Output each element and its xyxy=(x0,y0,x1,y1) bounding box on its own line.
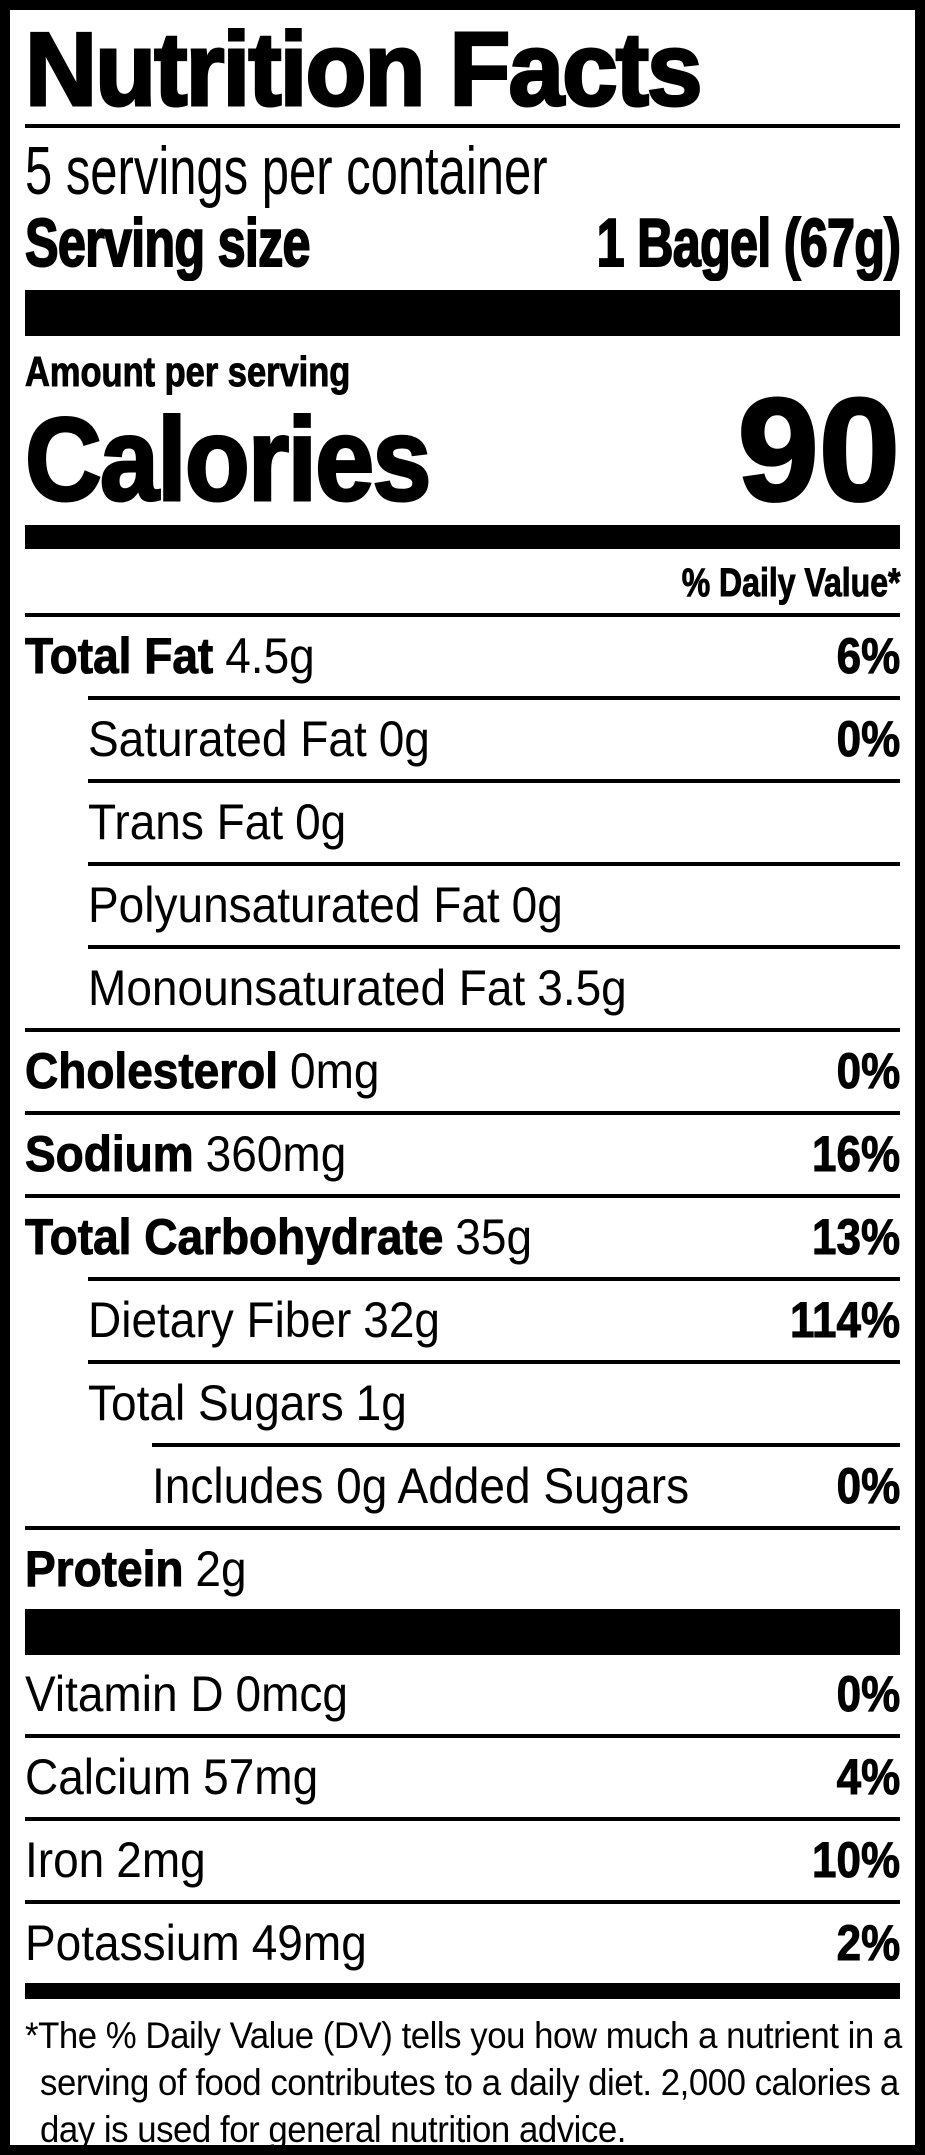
amount-per-serving-text: Amount per serving xyxy=(25,347,351,395)
nutrient-name: Potassium xyxy=(25,1914,240,1971)
nutrient-dv: 16% xyxy=(811,1125,900,1182)
title-divider xyxy=(25,124,900,128)
serving-size-label: Serving size xyxy=(24,205,311,282)
nutrient-row-sodium: Sodium 360mg 16% xyxy=(25,1110,900,1194)
label-title: Nutrition Facts xyxy=(24,12,704,128)
nutrient-name: Iron xyxy=(25,1831,105,1888)
nutrient-dv: 0% xyxy=(836,710,900,767)
nutrient-name: Trans Fat xyxy=(88,793,284,850)
nutrient-amount: 2g xyxy=(195,1540,247,1597)
calories-row: Calories 90 xyxy=(24,367,902,531)
nutrient-amount: 0g xyxy=(378,710,430,767)
nutrient-amount: 0g xyxy=(295,793,347,850)
servings-per-container: 5 servings per container xyxy=(25,133,900,209)
vitamin-row-potassium: Potassium 49mg 2% xyxy=(25,1899,900,1983)
nutrient-row-dietary-fiber: Dietary Fiber 32g 114% xyxy=(88,1276,900,1360)
nutrient-row-monounsaturated-fat: Monounsaturated Fat 3.5g xyxy=(88,944,900,1028)
nutrient-row-total-carbohydrate: Total Carbohydrate 35g 13% xyxy=(25,1193,900,1277)
nutrient-dv: 13% xyxy=(811,1208,900,1265)
servings-text: 5 servings per container xyxy=(25,133,548,209)
nutrient-row-cholesterol: Cholesterol 0mg 0% xyxy=(25,1027,900,1111)
daily-value-header: % Daily Value* xyxy=(25,549,901,613)
nutrient-row-protein: Protein 2g xyxy=(25,1525,900,1609)
thick-bar xyxy=(25,1608,900,1655)
medium-bar xyxy=(25,1982,900,1999)
calories-label: Calories xyxy=(24,393,433,526)
nutrient-name: Vitamin D xyxy=(25,1665,224,1722)
calories-value: 90 xyxy=(736,367,901,531)
vitamin-row-iron: Iron 2mg 10% xyxy=(25,1816,900,1900)
nutrient-name: Sodium xyxy=(25,1125,195,1182)
serving-size-row: Serving size 1 Bagel (67g) xyxy=(24,205,902,282)
nutrient-dv: 2% xyxy=(836,1914,900,1971)
daily-value-header-text: % Daily Value* xyxy=(681,560,901,605)
nutrient-dv: 6% xyxy=(836,627,900,684)
nutrient-amount: 35g xyxy=(455,1208,533,1265)
nutrient-row-saturated-fat: Saturated Fat 0g 0% xyxy=(88,695,900,779)
nutrient-name: Calcium xyxy=(25,1748,192,1805)
vitamin-row-vitamin-d: Vitamin D 0mcg 0% xyxy=(25,1655,900,1734)
nutrient-dv: 114% xyxy=(789,1291,900,1348)
nutrient-amount: 0g xyxy=(511,876,563,933)
nutrient-name: Includes 0g Added Sugars xyxy=(152,1457,690,1514)
vitamin-row-calcium: Calcium 57mg 4% xyxy=(25,1733,900,1817)
nutrient-amount: 1g xyxy=(355,1374,407,1431)
nutrient-name: Protein xyxy=(25,1540,184,1597)
nutrient-dv: 4% xyxy=(836,1748,900,1805)
nutrient-amount: 57mg xyxy=(203,1748,319,1805)
nutrient-name: Dietary Fiber xyxy=(88,1291,352,1348)
amount-per-serving: Amount per serving xyxy=(25,347,900,395)
nutrient-dv: 0% xyxy=(836,1042,900,1099)
nutrient-name: Total Fat xyxy=(25,627,214,684)
vitamins-section: Vitamin D 0mcg 0% Calcium 57mg 4% Iron 2mg … xyxy=(25,1655,900,1983)
nutrient-amount: 0mg xyxy=(290,1042,380,1099)
nutrient-dv: 0% xyxy=(836,1665,900,1722)
medium-bar xyxy=(25,524,900,549)
nutrient-amount: 4.5g xyxy=(225,627,315,684)
nutrient-name: Cholesterol xyxy=(25,1042,279,1099)
nutrient-name: Saturated Fat xyxy=(88,710,367,767)
nutrient-row-trans-fat: Trans Fat 0g xyxy=(88,778,900,862)
daily-value-footnote: *The % Daily Value (DV) tells you how mu… xyxy=(25,2014,902,2150)
nutrient-amount: 49mg xyxy=(251,1914,367,1971)
nutrient-name: Total Carbohydrate xyxy=(25,1208,444,1265)
nutrient-amount: 32g xyxy=(363,1291,441,1348)
thick-bar xyxy=(25,289,900,336)
nutrient-row-added-sugars: Includes 0g Added Sugars 0% xyxy=(152,1442,900,1526)
nutrient-dv: 10% xyxy=(811,1831,900,1888)
nutrient-name: Polyunsaturated Fat xyxy=(88,876,500,933)
nutrient-dv: 0% xyxy=(836,1457,900,1514)
nutrient-amount: 360mg xyxy=(205,1125,347,1182)
nutrient-amount: 0mcg xyxy=(235,1665,349,1722)
nutrient-amount: 2mg xyxy=(116,1831,206,1888)
serving-size-value: 1 Bagel (67g) xyxy=(596,205,902,282)
nutrient-name: Monounsaturated Fat xyxy=(88,959,526,1016)
nutrient-row-polyunsaturated-fat: Polyunsaturated Fat 0g xyxy=(88,861,900,945)
nutrient-row-total-sugars: Total Sugars 1g xyxy=(88,1359,900,1443)
nutrient-name: Total Sugars xyxy=(88,1374,344,1431)
nutrient-amount: 3.5g xyxy=(537,959,627,1016)
nutrient-row-total-fat: Total Fat 4.5g 6% xyxy=(25,612,900,696)
